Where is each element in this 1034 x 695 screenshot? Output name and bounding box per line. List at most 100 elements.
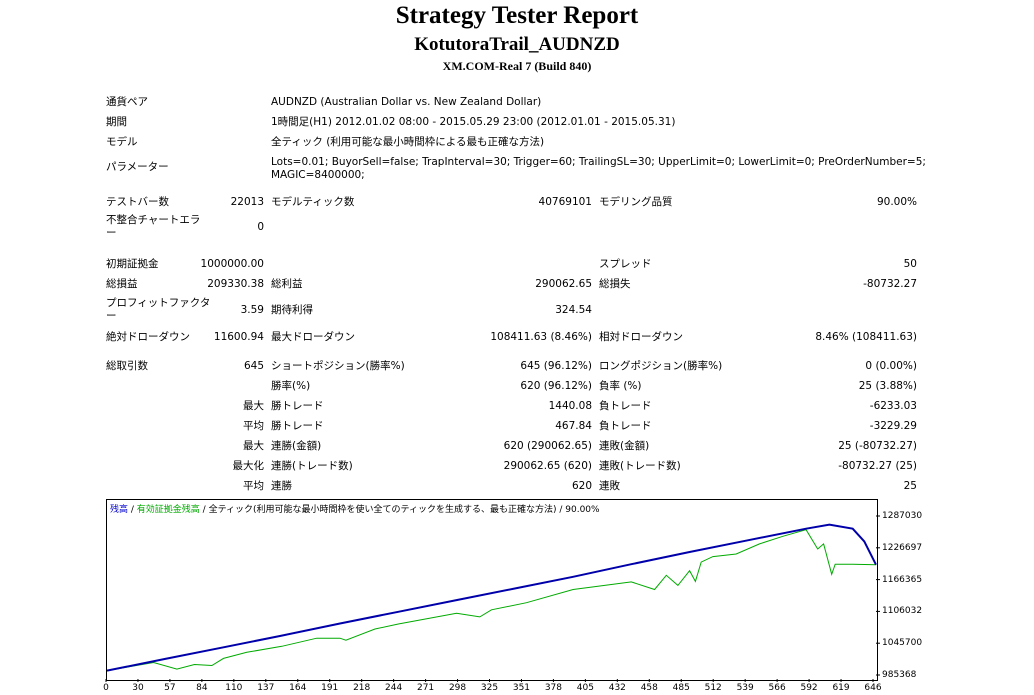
short-positions-value: 645 (96.12%)	[520, 360, 592, 372]
x-tick-label: 218	[353, 683, 371, 693]
bars-label: テストバー数	[106, 196, 169, 208]
params-line-1: Lots=0.01; BuyorSell=false; TrapInterval…	[271, 156, 926, 168]
legend-model: 全ティック(利用可能な最小時間枠を使い全てのティックを生成する、最も正確な方法)…	[208, 505, 600, 515]
spread-label: スプレッド	[599, 258, 652, 270]
x-tick-label: 137	[257, 683, 275, 693]
spread-value: 50	[903, 258, 917, 270]
ea-name: KotutoraTrail_AUDNZD	[414, 34, 620, 55]
x-tick-label: 298	[448, 683, 467, 693]
net-profit-label: 総損益	[106, 278, 138, 290]
win-rate-value: 620 (96.12%)	[520, 380, 592, 392]
x-tick-label: 244	[385, 683, 403, 693]
gross-loss-value: -80732.27	[863, 278, 917, 290]
avg-win-label: 勝トレード	[271, 420, 324, 432]
ticks-label: モデルティック数	[271, 196, 355, 208]
mismatch-label-1: 不整合チャートエラ	[106, 214, 201, 226]
loss-rate-value: 25 (3.88%)	[858, 380, 917, 392]
ticks-value: 40769101	[538, 196, 592, 208]
bars-value: 22013	[230, 196, 264, 208]
x-tick-label: 378	[544, 683, 562, 693]
avg-loss-value: -3229.29	[869, 420, 917, 432]
model-label: モデル	[106, 136, 138, 148]
balance-line	[106, 523, 877, 672]
y-tick-label: 1045700	[882, 638, 923, 648]
abs-drawdown-value: 11600.94	[213, 331, 264, 343]
x-tick-label: 110	[225, 683, 243, 693]
x-tick-label: 271	[416, 683, 435, 693]
quality-value: 90.00%	[876, 196, 917, 208]
x-tick-label: 539	[736, 683, 754, 693]
largest-label: 最大	[243, 400, 264, 412]
profit-factor-value: 3.59	[240, 304, 264, 316]
x-tick-label: 164	[289, 683, 307, 693]
balance-chart	[106, 499, 878, 681]
avg-win-value: 467.84	[555, 420, 592, 432]
symbol-label: 通貨ペア	[106, 96, 148, 108]
x-tick-label: 84	[196, 683, 208, 693]
cons-losses-value: 25 (-80732.27)	[838, 440, 917, 452]
x-tick-label: 646	[864, 683, 882, 693]
rel-drawdown-label: 相対ドローダウン	[599, 331, 683, 343]
equity-line	[106, 529, 877, 672]
y-tick-label: 1166365	[882, 575, 923, 585]
period-value: 1時間足(H1) 2012.01.02 08:00 - 2015.05.29 2…	[271, 116, 676, 128]
max-consecutive-label: 最大	[243, 440, 264, 452]
average-label: 平均	[243, 420, 264, 432]
x-tick-label: 405	[576, 683, 594, 693]
profit-factor-label-2: ー	[106, 310, 117, 322]
largest-loss-value: -6233.03	[869, 400, 917, 412]
x-tick-label: 485	[672, 683, 690, 693]
avg-cons-losses-label: 連敗	[599, 480, 620, 492]
avg-cons-wins-value: 620	[571, 480, 592, 492]
legend-sep-2: /	[199, 505, 209, 515]
cons-loss-label: 連敗(トレード数)	[599, 460, 681, 472]
x-tick-label: 592	[800, 683, 818, 693]
mismatch-label-2: ー	[106, 227, 117, 239]
quality-label: モデリング品質	[599, 196, 673, 208]
cons-wins-value: 620 (290062.65)	[503, 440, 592, 452]
cons-loss-value: -80732.27 (25)	[838, 460, 917, 472]
max-drawdown-value: 108411.63 (8.46%)	[490, 331, 592, 343]
x-tick-label: 512	[704, 683, 722, 693]
average-consecutive-label: 平均	[243, 480, 264, 492]
maximal-label: 最大化	[232, 460, 265, 472]
expected-payoff-value: 324.54	[555, 304, 592, 316]
long-positions-label: ロングポジション(勝率%)	[599, 360, 723, 372]
y-tick-label: 1106032	[882, 606, 923, 616]
avg-cons-losses-value: 25	[903, 480, 917, 492]
cons-profit-value: 290062.65 (620)	[503, 460, 592, 472]
y-tick-label: 985368	[882, 670, 917, 680]
largest-win-label: 勝トレード	[271, 400, 324, 412]
x-tick-label: 458	[640, 683, 658, 693]
x-tick-label: 566	[768, 683, 786, 693]
x-tick-label: 619	[832, 683, 850, 693]
cons-losses-label: 連敗(金額)	[599, 440, 650, 452]
x-tick-label: 0	[103, 683, 109, 693]
cons-profit-label: 連勝(トレード数)	[271, 460, 353, 472]
max-drawdown-label: 最大ドローダウン	[271, 331, 355, 343]
short-positions-label: ショートポジション(勝率%)	[271, 360, 405, 372]
cons-wins-label: 連勝(金額)	[271, 440, 322, 452]
x-tick-label: 351	[512, 683, 531, 693]
avg-cons-wins-label: 連勝	[271, 480, 292, 492]
legend-balance: 残高	[110, 505, 129, 515]
mismatch-value: 0	[257, 221, 264, 233]
total-trades-label: 総取引数	[106, 360, 148, 372]
x-tick-label: 191	[321, 683, 339, 693]
avg-loss-label: 負トレード	[599, 420, 652, 432]
rel-drawdown-value: 8.46% (108411.63)	[815, 331, 917, 343]
model-value: 全ティック (利用可能な最小時間枠による最も正確な方法)	[271, 136, 545, 148]
gross-loss-label: 総損失	[599, 278, 631, 290]
period-label: 期間	[106, 116, 127, 128]
x-tick-label: 432	[608, 683, 626, 693]
deposit-value: 1000000.00	[200, 258, 264, 270]
expected-payoff-label: 期待利得	[271, 304, 313, 316]
largest-loss-label: 負トレード	[599, 400, 652, 412]
params-label: パラメーター	[106, 161, 169, 173]
x-tick-label: 30	[132, 683, 144, 693]
total-trades-value: 645	[243, 360, 264, 372]
largest-win-value: 1440.08	[548, 400, 592, 412]
x-tick-label: 57	[164, 683, 176, 693]
legend-equity: 有効証拠金残高	[136, 505, 200, 515]
